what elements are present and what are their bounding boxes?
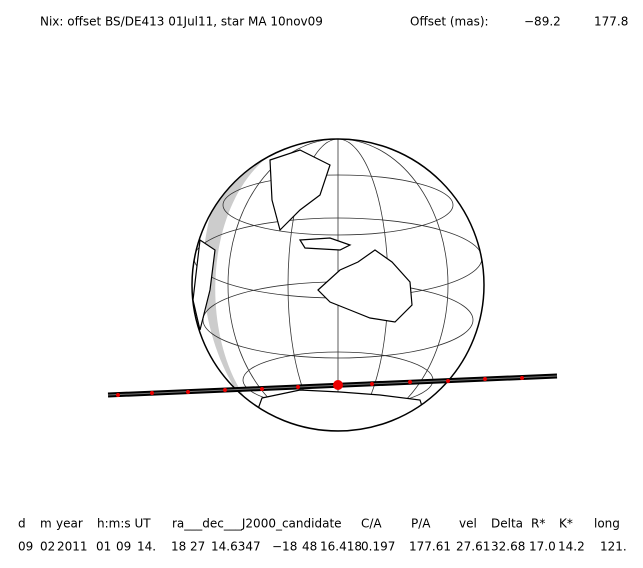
cell: 17.0: [529, 540, 556, 554]
table: d m year h:m:s UT ra___dec___J2000_candi…: [18, 517, 627, 554]
column-header: ra___dec___J2000_candidate: [172, 517, 342, 531]
cell: 09: [116, 540, 131, 554]
column-header: C/A: [361, 517, 382, 531]
cell: 0.197: [361, 540, 395, 554]
cell: 121.: [600, 540, 627, 554]
cell: 14.: [137, 540, 156, 554]
cell: −18: [272, 540, 297, 554]
offset-value: −89.2: [524, 15, 561, 29]
column-header: d: [18, 517, 26, 531]
column-header: Delta: [491, 517, 523, 531]
cell: 177.61: [409, 540, 451, 554]
cell: 14.2: [558, 540, 585, 554]
shadow-path: [107, 373, 558, 398]
offset-label: Offset (mas):: [410, 15, 489, 29]
column-header: h:m:s UT: [97, 517, 151, 531]
cell: 32.68: [491, 540, 525, 554]
column-header: K*: [559, 517, 573, 531]
title: Nix: offset BS/DE413 01Jul11, star MA 10…: [40, 15, 323, 29]
column-header: R*: [531, 517, 545, 531]
cell: 48: [302, 540, 317, 554]
column-header: long: [594, 517, 620, 531]
column-header: year: [56, 517, 83, 531]
cell: 16.418: [320, 540, 362, 554]
cell: 02: [40, 540, 55, 554]
cell: 18: [171, 540, 186, 554]
cell: 2011: [57, 540, 88, 554]
cell: 14.6347: [211, 540, 261, 554]
cell: 09: [18, 540, 33, 554]
globe: [191, 138, 485, 432]
column-header: m: [40, 517, 52, 531]
column-header: vel: [459, 517, 477, 531]
offset-value: 177.8: [594, 15, 628, 29]
cell: 27: [190, 540, 205, 554]
column-header: P/A: [411, 517, 431, 531]
cell: 27.61: [456, 540, 490, 554]
cell: 01: [96, 540, 111, 554]
